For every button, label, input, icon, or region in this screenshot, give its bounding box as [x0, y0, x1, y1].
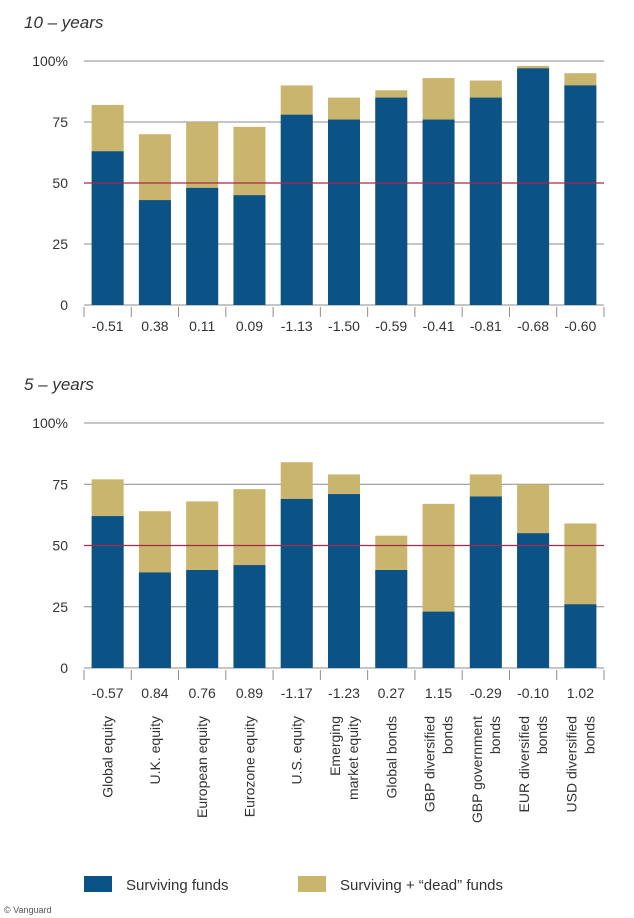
x-value-label: -0.10 [517, 685, 549, 701]
y-tick-label: 0 [60, 297, 68, 313]
legend-swatch-surviving [84, 876, 112, 892]
category-label: GBP government [469, 716, 485, 823]
bar-surviving [186, 570, 219, 668]
x-value-label: 0.76 [189, 685, 216, 701]
x-value-label: -0.29 [470, 685, 502, 701]
y-tick-label: 0 [60, 660, 68, 676]
x-value-label: 0.11 [189, 318, 215, 334]
bar-surviving [375, 570, 408, 668]
x-value-label: 0.38 [141, 318, 168, 334]
category-label: bonds [534, 716, 550, 754]
bar-surviving [328, 494, 360, 668]
y-tick-label: 100% [32, 53, 68, 69]
bar-surviving [328, 119, 360, 305]
category-label: Global bonds [383, 716, 399, 799]
x-value-label: 1.15 [425, 685, 452, 701]
x-value-label: -0.81 [470, 318, 502, 334]
category-label: Eurozone equity [241, 716, 257, 817]
category-label: U.S. equity [289, 716, 305, 784]
bar-surviving [186, 187, 219, 305]
x-value-label: -1.13 [281, 318, 313, 334]
x-value-label: -0.59 [375, 318, 407, 334]
bar-surviving [564, 604, 597, 668]
y-tick-label: 75 [52, 476, 68, 492]
category-label: European equity [194, 716, 210, 818]
legend-swatch-dead [298, 876, 326, 892]
y-tick-label: 50 [52, 175, 68, 191]
x-value-label: 0.84 [141, 685, 168, 701]
bar-surviving [469, 97, 502, 305]
y-tick-label: 50 [52, 538, 68, 554]
y-tick-label: 25 [52, 236, 68, 252]
bar-surviving [233, 195, 266, 305]
bar-surviving [375, 97, 408, 305]
y-tick-label: 25 [52, 599, 68, 615]
x-value-label: 1.02 [567, 685, 594, 701]
bar-surviving [564, 85, 597, 306]
bar-surviving [469, 496, 502, 668]
bar-surviving [138, 200, 171, 305]
category-label: GBP diversified [422, 716, 438, 812]
panel-title: 5 – years [24, 375, 94, 394]
x-value-label: -1.23 [328, 685, 360, 701]
bar-surviving [280, 114, 313, 306]
bar-surviving [422, 119, 455, 305]
bar-surviving [517, 68, 550, 305]
bar-surviving [138, 572, 171, 668]
category-label: Emerging [327, 716, 343, 776]
watermark: © Vanguard [4, 905, 52, 915]
bar-surviving [233, 565, 266, 668]
x-value-label: 0.89 [236, 685, 263, 701]
panel-title: 10 – years [24, 13, 104, 32]
legend-label-dead: Surviving + “dead” funds [340, 877, 503, 894]
category-label: USD diversified [563, 716, 579, 812]
category-label: bonds [581, 716, 597, 754]
y-tick-label: 100% [32, 415, 68, 431]
bar-surviving [422, 611, 455, 668]
x-value-label: -0.57 [92, 685, 124, 701]
x-value-label: 0.09 [236, 318, 263, 334]
x-value-label: 0.27 [378, 685, 405, 701]
legend-label-surviving: Surviving funds [126, 877, 229, 894]
x-value-label: -1.50 [328, 318, 360, 334]
x-value-label: -0.51 [92, 318, 124, 334]
category-label: bonds [487, 716, 503, 754]
x-value-label: -1.17 [281, 685, 313, 701]
category-label: Global equity [100, 716, 116, 798]
x-value-label: -0.68 [517, 318, 549, 334]
bar-surviving [280, 498, 313, 668]
y-tick-label: 75 [52, 114, 68, 130]
category-label: market equity [345, 716, 361, 800]
x-value-label: -0.60 [564, 318, 596, 334]
category-label: bonds [440, 716, 456, 754]
bar-surviving [517, 533, 550, 668]
bar-surviving [91, 151, 124, 305]
bar-surviving [91, 516, 124, 668]
x-value-label: -0.41 [423, 318, 455, 334]
category-label: EUR diversified [516, 716, 532, 812]
category-label: U.K. equity [147, 716, 163, 784]
